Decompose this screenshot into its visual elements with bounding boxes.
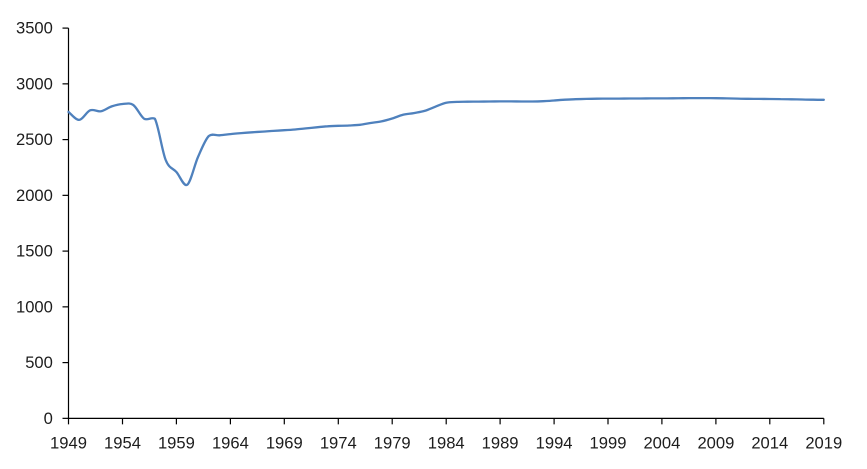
svg-text:1954: 1954 [104,434,141,453]
svg-text:1999: 1999 [590,434,627,453]
svg-text:1984: 1984 [428,434,465,453]
svg-text:2014: 2014 [751,434,788,453]
svg-text:2500: 2500 [16,130,53,149]
svg-text:2019: 2019 [805,434,842,453]
svg-text:500: 500 [25,353,53,372]
svg-text:2004: 2004 [643,434,680,453]
svg-text:1979: 1979 [374,434,411,453]
svg-text:1959: 1959 [158,434,195,453]
svg-text:1974: 1974 [320,434,357,453]
svg-text:1969: 1969 [266,434,303,453]
svg-text:2000: 2000 [16,186,53,205]
svg-text:1994: 1994 [536,434,573,453]
svg-text:2009: 2009 [697,434,734,453]
svg-text:3000: 3000 [16,74,53,93]
svg-text:1000: 1000 [16,297,53,316]
svg-text:1964: 1964 [212,434,249,453]
svg-text:1949: 1949 [50,434,87,453]
svg-text:1989: 1989 [482,434,519,453]
svg-text:1500: 1500 [16,242,53,261]
svg-text:3500: 3500 [16,19,53,38]
svg-text:0: 0 [44,409,53,428]
